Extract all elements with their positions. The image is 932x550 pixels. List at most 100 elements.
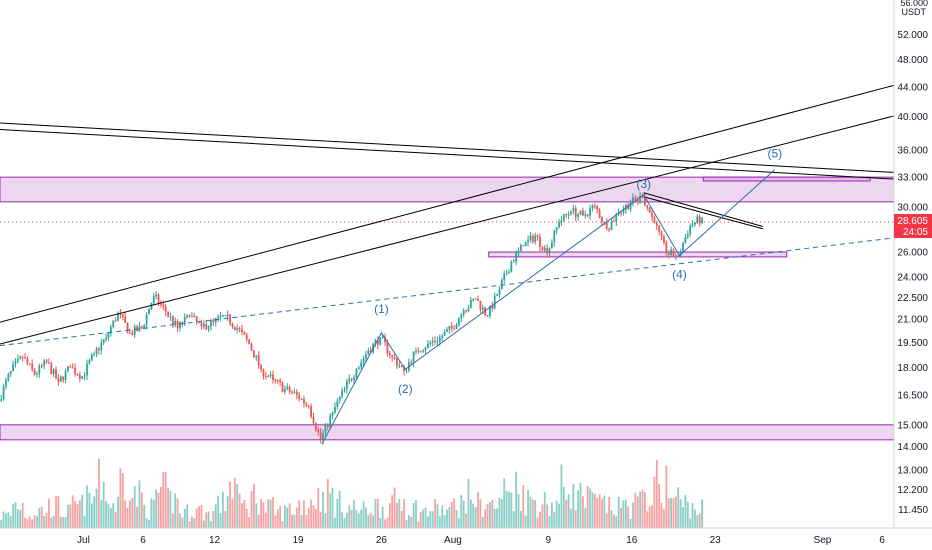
volume-bar [138,480,141,528]
trendline-6[interactable] [643,196,764,230]
volume-bar [176,498,179,528]
candle [548,247,551,257]
volume-bar [303,500,305,528]
volume-bar [174,493,177,528]
candle [133,324,136,338]
price-tick-label: 14.000 [897,442,928,453]
candle [276,379,279,385]
candle [179,320,181,332]
candle [496,293,498,297]
volume-bar [131,498,134,528]
candle [360,359,363,370]
candle [24,353,26,359]
candle [57,374,60,387]
candle [145,312,148,330]
volume-bar [55,495,57,528]
volume-bar [16,509,19,528]
time-tick-label: 9 [546,535,552,546]
volume-bar [353,500,355,528]
time-axis[interactable]: Jul 6 12 19 26 Aug 9 16 23 Sep 6 [0,527,932,550]
candle [272,370,274,384]
time-tick-label: Jul [77,535,90,546]
volume-bar [86,485,88,528]
candle [670,246,672,258]
volume-bar [429,511,432,528]
trendline-3[interactable] [0,115,895,345]
candle [639,191,641,205]
volume-bar [355,510,358,528]
volume-bar [660,502,663,528]
volume-bar [469,499,472,528]
volume-bar [226,496,229,528]
price-tick-label: 36.000 [897,145,928,156]
volume-bar [293,514,296,528]
candle [202,320,205,330]
candle [589,204,591,220]
volume-bar [643,492,646,528]
candle [493,292,496,310]
volume-bar [200,504,203,528]
candle [0,394,3,403]
candle [98,346,100,355]
candle [71,363,74,369]
volume-bar [667,498,670,528]
volume-bar [379,518,382,528]
candle [329,413,332,429]
zone-1[interactable] [0,424,895,441]
volume-bar [57,496,60,528]
candle [283,385,286,395]
time-tick-label: 16 [626,535,638,546]
trendline-2[interactable] [0,84,895,323]
candle [646,204,649,211]
volume-bar [267,499,270,528]
last-price-value: 28.605 [897,216,928,227]
volume-bar [658,483,661,528]
volume-bar [541,504,544,528]
candle [152,292,155,306]
volume-bar [653,476,656,528]
volume-bar [417,521,420,528]
zone-3[interactable] [702,176,871,182]
volume-bar [670,498,672,528]
candle [350,377,353,383]
candle [458,317,460,327]
price-axis[interactable]: 56.000 USDT 52.000 48.000 44.000 40.000 36.0… [893,0,932,528]
elliott-wave-path[interactable] [321,169,776,445]
volume-bar [438,516,441,528]
price-tick-layer: 52.000 48.000 44.000 40.000 36.000 33.000 30.0… [897,30,928,516]
trendline-0[interactable] [0,122,895,173]
candle [424,346,427,354]
volume-bar [286,507,289,528]
volume-bar [188,521,191,528]
candle [40,363,43,369]
volume-bar [210,521,212,528]
trendline-4[interactable] [0,237,895,347]
candle [336,398,339,410]
trendline-1[interactable] [0,129,895,180]
volume-bar [372,515,374,528]
volume-bar [536,517,539,528]
candle [677,255,680,258]
volume-bar [229,481,231,528]
candle [307,404,310,409]
trendline-5[interactable] [643,192,764,227]
volume-bar [508,491,510,528]
candle [362,355,365,367]
candle [398,361,401,369]
candle [243,331,246,336]
candle [572,204,575,215]
candle [262,368,265,380]
volume-bar [198,506,200,528]
candle [512,259,515,263]
zone-2[interactable] [488,251,788,258]
volume-bar [98,458,100,528]
volume-bar [276,509,279,528]
candle [245,332,248,342]
candle [560,216,563,226]
price-tick-label: 26.000 [897,248,928,259]
volume-bar [202,520,205,528]
volume-bar [698,513,701,528]
volume-bar [455,509,458,528]
candle [565,213,568,218]
